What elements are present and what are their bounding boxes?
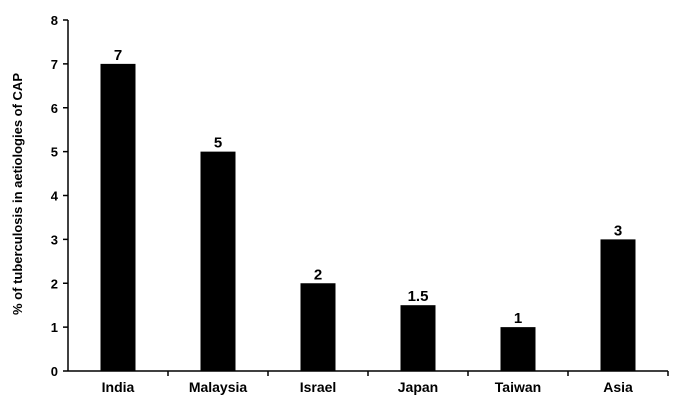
- y-tick-label: 0: [51, 364, 58, 379]
- bar-malaysia: [200, 151, 236, 371]
- x-ticks-layer: [167, 371, 669, 376]
- bar-india: [100, 63, 136, 371]
- bar-israel: [300, 283, 336, 371]
- category-labels-layer: India Malaysia Israel Japan Taiwan Asia: [102, 379, 633, 395]
- category-label-taiwan: Taiwan: [495, 379, 541, 395]
- y-tick-label: 3: [51, 232, 58, 247]
- axes-layer: [67, 20, 668, 372]
- bar-japan: [400, 305, 436, 371]
- data-label-malaysia: 5: [214, 135, 222, 152]
- data-label-japan: 1.5: [408, 288, 429, 305]
- category-label-india: India: [102, 379, 135, 395]
- y-tick-label: 6: [51, 101, 58, 116]
- category-label-malaysia: Malaysia: [189, 379, 248, 395]
- data-labels-layer: 7 5 2 1.5 1 3: [114, 47, 622, 327]
- data-label-asia: 3: [614, 222, 622, 239]
- category-label-asia: Asia: [603, 379, 633, 395]
- category-label-japan: Japan: [398, 379, 438, 395]
- category-label-israel: Israel: [300, 379, 337, 395]
- data-label-india: 7: [114, 47, 122, 64]
- y-tick-label: 1: [51, 320, 58, 335]
- bar-asia: [600, 239, 636, 371]
- bars-layer: [100, 63, 636, 371]
- y-tick-label: 2: [51, 276, 58, 291]
- data-label-israel: 2: [314, 266, 322, 283]
- data-label-taiwan: 1: [514, 310, 522, 327]
- y-tick-label: 8: [51, 13, 58, 28]
- y-ticks-layer: 0 1 2 3 4 5 6 7 8: [51, 13, 68, 379]
- y-axis-title: % of tuberculosis in aetiologies of CAP: [10, 73, 25, 315]
- y-tick-label: 7: [51, 57, 58, 72]
- y-tick-label: 5: [51, 145, 58, 160]
- bar-taiwan: [500, 327, 536, 371]
- y-tick-label: 4: [51, 189, 59, 204]
